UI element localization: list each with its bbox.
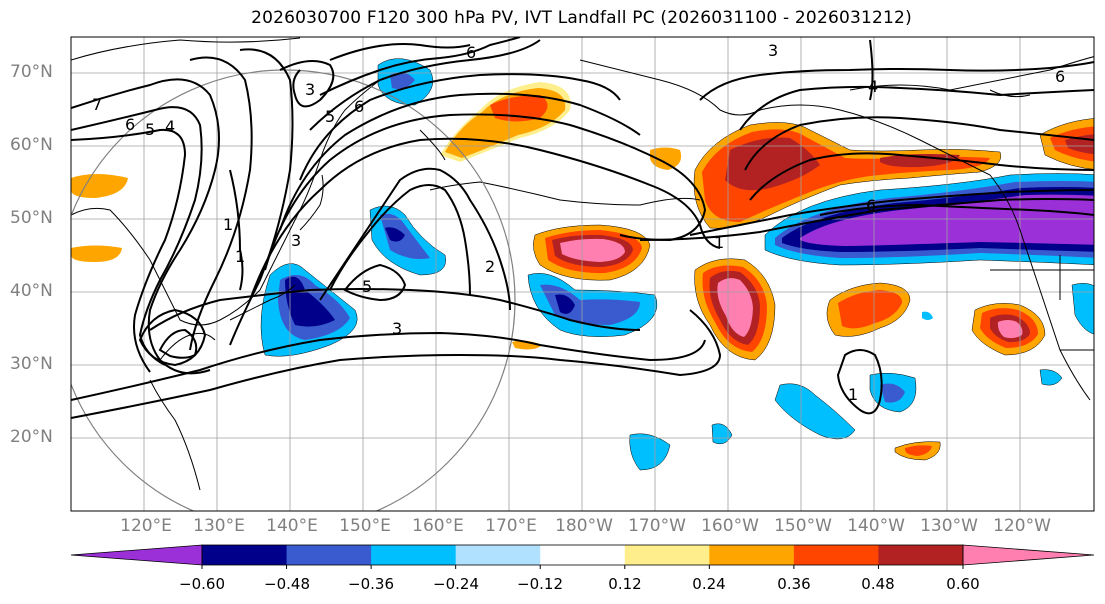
colorbar-tick-label: −0.60	[179, 575, 225, 593]
colorbar-extend-low	[71, 545, 202, 565]
lon-label: 140°W	[847, 516, 905, 536]
contour-label: 7	[92, 95, 102, 114]
colorbar-tick-label: 0.48	[861, 575, 895, 593]
colorbar-ticks	[201, 565, 964, 569]
colorbar-extend-high	[963, 545, 1094, 565]
contour-label: 5	[362, 277, 372, 296]
map-title: 2026030700 F120 300 hPa PV, IVT Landfall…	[251, 8, 912, 28]
contour-label: 1	[848, 385, 858, 404]
lon-label: 160°E	[412, 516, 464, 536]
colorbar-segments	[71, 545, 1094, 565]
lon-label: 170°W	[628, 516, 686, 536]
colorbar-tick-label: 0.36	[777, 575, 811, 593]
colorbar-segment	[624, 545, 710, 565]
contour-label: 3	[392, 319, 402, 338]
lon-label: 120°W	[993, 516, 1051, 536]
colorbar-tick-label: −0.36	[348, 575, 394, 593]
lon-label: 120°E	[120, 516, 172, 536]
colorbar-segment	[793, 545, 879, 565]
map-frame	[70, 36, 1095, 512]
colorbar-segment	[286, 545, 372, 565]
colorbar-segment	[709, 545, 795, 565]
contour-label: 3	[305, 80, 315, 99]
lon-label: 150°W	[774, 516, 832, 536]
contour-label: 2	[485, 257, 495, 276]
colorbar-tick-label: −0.48	[264, 575, 310, 593]
contour-label: 6	[466, 43, 476, 62]
contour-label: 4	[868, 77, 878, 96]
lon-label: 180°W	[555, 516, 613, 536]
lon-label: 170°E	[485, 516, 537, 536]
contour-label: 6	[125, 115, 135, 134]
lon-label: 130°W	[920, 516, 978, 536]
contour-label: 4	[165, 117, 175, 136]
colorbar-segment	[540, 545, 626, 565]
colorbar-outline	[201, 544, 964, 566]
contour-label: 6	[1055, 67, 1065, 86]
contour-label: 3	[768, 41, 778, 60]
colorbar-segment	[455, 545, 541, 565]
lon-label: 130°E	[193, 516, 245, 536]
lat-label: 50°N	[10, 208, 53, 228]
contour-label: 5	[145, 120, 155, 139]
lat-label: 30°N	[10, 354, 53, 374]
lat-label: 20°N	[10, 427, 53, 447]
lat-label: 60°N	[10, 135, 53, 155]
lat-label: 40°N	[10, 281, 53, 301]
pv-contours	[71, 37, 1094, 419]
colorbar-segment	[202, 545, 288, 565]
contour-label: 1	[235, 247, 245, 266]
colorbar-tick-label: 0.12	[608, 575, 642, 593]
contour-label: 3	[291, 231, 301, 250]
lon-label: 160°W	[701, 516, 759, 536]
lon-label: 150°E	[339, 516, 391, 536]
contour-label: 6	[354, 97, 364, 116]
colorbar-tick-label: −0.12	[517, 575, 563, 593]
lon-label: 140°E	[266, 516, 318, 536]
contour-label: 1	[223, 215, 233, 234]
colorbar-tick-label: −0.24	[433, 575, 479, 593]
ivt-anomaly-shading	[71, 58, 1094, 471]
contour-label: 6	[866, 196, 876, 215]
colorbar-tick-label: 0.24	[692, 575, 726, 593]
contour-label: 5	[325, 107, 335, 126]
lat-label: 70°N	[10, 62, 53, 82]
colorbar-segment	[371, 545, 457, 565]
contour-labels: 7 6 5 4 3 6 5 6 2 5 3 1 1 1 6 4 3 6 1 3	[92, 41, 1065, 404]
contour-label: 1	[714, 233, 724, 252]
colorbar-segment	[878, 545, 964, 565]
colorbar-tick-label: 0.60	[946, 575, 980, 593]
